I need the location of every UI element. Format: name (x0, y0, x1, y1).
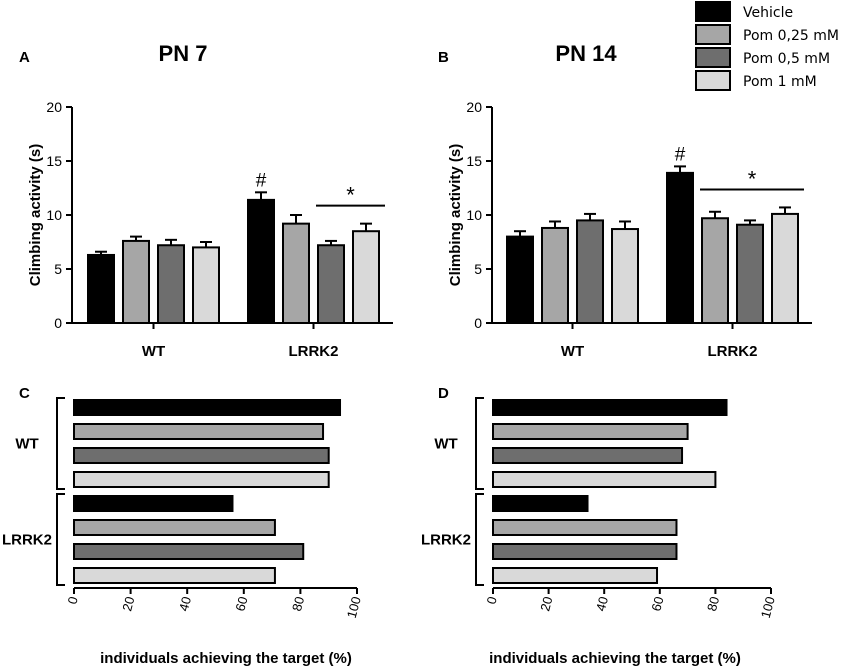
panel-c-bar-lrrk2-pom-0-25-mm (73, 519, 276, 536)
panel-b-category-label-wt: WT (561, 343, 584, 360)
panel-b-y-tick-label: 0 (474, 315, 482, 331)
panel-a-y-tick-label: 10 (46, 207, 62, 223)
legend-label-pom-0-5-mm: Pom 0,5 mM (743, 51, 830, 67)
panel-a-bar-wt-pom-1-mm (192, 246, 220, 324)
panel-d-category-label-wt: WT (434, 436, 457, 453)
legend-swatch-pom-0-5-mm (695, 47, 731, 68)
panel-c-x-tick-label: 40 (176, 595, 194, 613)
panel-d-x-tick-label: 0 (484, 595, 500, 606)
panel-d-bar-wt-pom-0-25-mm (492, 423, 689, 440)
panel-c-x-tick-label: 80 (289, 595, 307, 613)
panel-c-category-label-wt: WT (15, 436, 38, 453)
panel-c-bar-wt-pom-0-25-mm (73, 423, 325, 440)
panel-b-bar-lrrk2-pom-0-5-mm (736, 223, 764, 324)
panel-a-bar-wt-vehicle (87, 253, 115, 325)
panel-d-bar-wt-pom-1-mm (492, 471, 717, 488)
panel-d-x-tick-label: 20 (537, 595, 555, 613)
panel-d-x-tick-label: 80 (704, 595, 722, 613)
panel-d-x-tick-label: 40 (593, 595, 611, 613)
panel-d-category-label-lrrk2: LRRK2 (421, 532, 471, 549)
panel-b-bar-wt-pom-0-5-mm (576, 219, 604, 324)
legend-swatch-vehicle (695, 1, 731, 22)
legend-label-vehicle: Vehicle (743, 5, 793, 21)
panel-a-bar-lrrk2-pom-0-25-mm (282, 222, 310, 324)
panel-b-bar-lrrk2-vehicle (666, 171, 694, 324)
panel-c-bar-lrrk2-pom-1-mm (73, 567, 276, 584)
panel-d-bracket-wt (475, 397, 484, 490)
panel-c-bracket-wt (56, 397, 65, 490)
panel-b-bar-lrrk2-pom-0-25-mm (701, 217, 729, 325)
panel-b-y-tick-label: 10 (466, 207, 482, 223)
panel-a-title: PN 7 (159, 41, 208, 66)
panel-a-bar-wt-pom-0-5-mm (157, 244, 185, 325)
panel-b-y-tick-label: 20 (466, 99, 482, 115)
panel-c-bar-wt-vehicle (73, 399, 342, 416)
panel-b-y-axis-label: Climbing activity (s) (447, 144, 464, 287)
panel-a-y-tick-label: 5 (54, 261, 62, 277)
panel-d-letter: D (438, 385, 449, 402)
panel-d-bar-lrrk2-pom-0-25-mm (492, 519, 678, 536)
panel-d-x-axis-label: individuals achieving the target (%) (489, 650, 741, 667)
panel-b-y-tick-label: 15 (466, 153, 482, 169)
panel-a-letter: A (19, 49, 30, 66)
panel-d-bracket-lrrk2 (475, 493, 484, 586)
panel-a-category-label-wt: WT (142, 343, 165, 360)
panel-c-x-tick-label: 0 (65, 595, 81, 606)
panel-c-x-tick-label: 60 (232, 595, 250, 613)
panel-d-bar-wt-pom-0-5-mm (492, 447, 684, 464)
panel-a-significance-star: * (346, 183, 355, 208)
panel-b-bar-wt-vehicle (506, 235, 534, 325)
panel-a-bar-lrrk2-pom-0-5-mm (317, 244, 345, 325)
panel-d-bar-lrrk2-pom-1-mm (492, 567, 659, 584)
panel-b-title: PN 14 (555, 41, 617, 66)
panel-a-category-label-lrrk2: LRRK2 (288, 343, 338, 360)
legend-swatch-pom-1-mm (695, 70, 731, 91)
panel-d-x-tick-label: 100 (758, 595, 778, 620)
panel-c-x-tick-label: 100 (344, 595, 364, 620)
panel-a-y-tick-label: 20 (46, 99, 62, 115)
panel-b-significance-hash: # (675, 144, 686, 165)
legend-label-pom-0-25-mm: Pom 0,25 mM (743, 28, 839, 44)
panel-a-bar-lrrk2-pom-1-mm (352, 230, 380, 324)
panel-c-letter: C (19, 385, 30, 402)
panel-a-y-axis-label: Climbing activity (s) (27, 144, 44, 287)
panel-d-x-tick-label: 60 (648, 595, 666, 613)
panel-d-bar-lrrk2-pom-0-5-mm (492, 543, 678, 560)
panel-c-bar-lrrk2-pom-0-5-mm (73, 543, 305, 560)
panel-c-bar-wt-pom-1-mm (73, 471, 330, 488)
panel-d-bar-wt-vehicle (492, 399, 728, 416)
panel-b-bar-wt-pom-0-25-mm (541, 226, 569, 325)
panel-c-x-axis-label: individuals achieving the target (%) (100, 650, 352, 667)
panel-a-bar-lrrk2-vehicle (247, 198, 275, 325)
panel-b-bar-wt-pom-1-mm (611, 228, 639, 324)
panel-a-significance-hash: # (256, 170, 267, 191)
panel-b-category-label-lrrk2: LRRK2 (707, 343, 757, 360)
panel-c-bar-wt-pom-0-5-mm (73, 447, 330, 464)
panel-a-bar-wt-pom-0-25-mm (122, 239, 150, 324)
panel-a-y-tick-label: 0 (54, 315, 62, 331)
panel-c-category-label-lrrk2: LRRK2 (2, 532, 52, 549)
legend-swatch-pom-0-25-mm (695, 24, 731, 45)
panel-b-y-tick-label: 5 (474, 261, 482, 277)
panel-b-significance-star: * (748, 166, 757, 191)
panel-c-bar-lrrk2-vehicle (73, 495, 234, 512)
panel-a-y-tick-label: 15 (46, 153, 62, 169)
panel-b-letter: B (438, 49, 449, 66)
panel-c-bracket-lrrk2 (56, 493, 65, 586)
panel-c-x-tick-label: 20 (119, 595, 137, 613)
panel-b-bar-lrrk2-pom-1-mm (771, 212, 799, 324)
panel-d-bar-lrrk2-vehicle (492, 495, 589, 512)
legend-label-pom-1-mm: Pom 1 mM (743, 74, 817, 90)
